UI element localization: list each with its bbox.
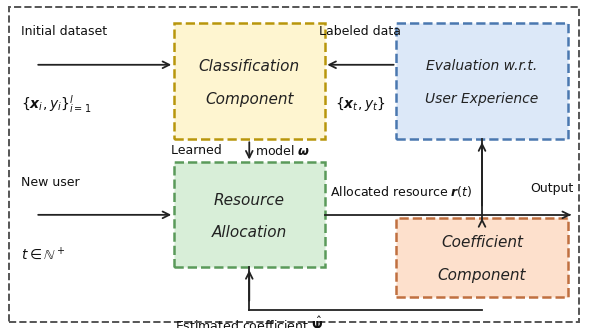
Text: Estimated coefficient $\hat{\boldsymbol{\Psi}}$: Estimated coefficient $\hat{\boldsymbol{… bbox=[175, 316, 323, 328]
Text: Allocated resource $\boldsymbol{r}(t)$: Allocated resource $\boldsymbol{r}(t)$ bbox=[330, 184, 473, 199]
Text: Output: Output bbox=[530, 182, 573, 195]
Text: $\{\boldsymbol{x}_t, y_t\}$: $\{\boldsymbol{x}_t, y_t\}$ bbox=[335, 95, 386, 113]
Text: Evaluation w.r.t.: Evaluation w.r.t. bbox=[427, 59, 537, 73]
Text: $t \in \mathbb{N}^+$: $t \in \mathbb{N}^+$ bbox=[21, 246, 65, 262]
Text: User Experience: User Experience bbox=[425, 92, 539, 106]
Text: Classification: Classification bbox=[199, 59, 300, 74]
FancyBboxPatch shape bbox=[396, 23, 568, 139]
Text: Component: Component bbox=[438, 268, 526, 283]
Text: Component: Component bbox=[205, 92, 293, 107]
Text: Allocation: Allocation bbox=[212, 225, 287, 240]
FancyBboxPatch shape bbox=[396, 218, 568, 297]
Text: Coefficient: Coefficient bbox=[441, 235, 523, 250]
Text: Resource: Resource bbox=[214, 193, 285, 208]
Text: Labeled data: Labeled data bbox=[320, 26, 401, 38]
Text: model $\boldsymbol{\omega}$: model $\boldsymbol{\omega}$ bbox=[255, 144, 310, 158]
FancyBboxPatch shape bbox=[174, 23, 324, 139]
Text: $\{\boldsymbol{x}_i, y_i\}_{i=1}^l$: $\{\boldsymbol{x}_i, y_i\}_{i=1}^l$ bbox=[21, 93, 91, 115]
Text: Initial dataset: Initial dataset bbox=[21, 26, 107, 38]
Text: Learned: Learned bbox=[171, 144, 225, 157]
Text: New user: New user bbox=[21, 175, 79, 189]
FancyBboxPatch shape bbox=[174, 162, 324, 267]
